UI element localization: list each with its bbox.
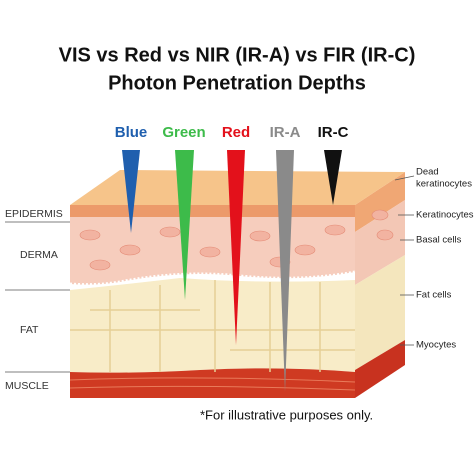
skin-block bbox=[69, 170, 405, 398]
layer-label: MUSCLE bbox=[5, 380, 49, 392]
layer-label: FAT bbox=[20, 324, 39, 336]
beam-label: IR-A bbox=[270, 124, 301, 141]
beam bbox=[175, 150, 194, 300]
footnote: *For illustrative purposes only. bbox=[200, 407, 373, 422]
beams bbox=[122, 150, 342, 392]
beam bbox=[324, 150, 342, 205]
cell-label: Basal cells bbox=[416, 235, 462, 246]
title: VIS vs Red vs NIR (IR-A) vs FIR (IR-C) bbox=[59, 44, 416, 66]
cell-label: Keratinocytes bbox=[416, 210, 474, 221]
beam-label: Red bbox=[222, 124, 250, 141]
cell-label: keratinocytes bbox=[416, 179, 472, 190]
layer-label: EPIDERMIS bbox=[5, 208, 63, 220]
beam bbox=[122, 150, 140, 233]
layer-label: DERMA bbox=[20, 249, 58, 261]
beam bbox=[227, 150, 245, 345]
cell-label: Dead bbox=[416, 167, 439, 178]
leaders bbox=[394, 175, 415, 346]
beam-label: IR-C bbox=[318, 124, 349, 141]
cell-label: Fat cells bbox=[416, 290, 452, 301]
cell-label: Myocytes bbox=[416, 340, 456, 351]
title: Photon Penetration Depths bbox=[108, 72, 366, 94]
beam-label: Green bbox=[162, 124, 205, 141]
beam-label: Blue bbox=[115, 124, 148, 141]
beam bbox=[276, 150, 294, 392]
